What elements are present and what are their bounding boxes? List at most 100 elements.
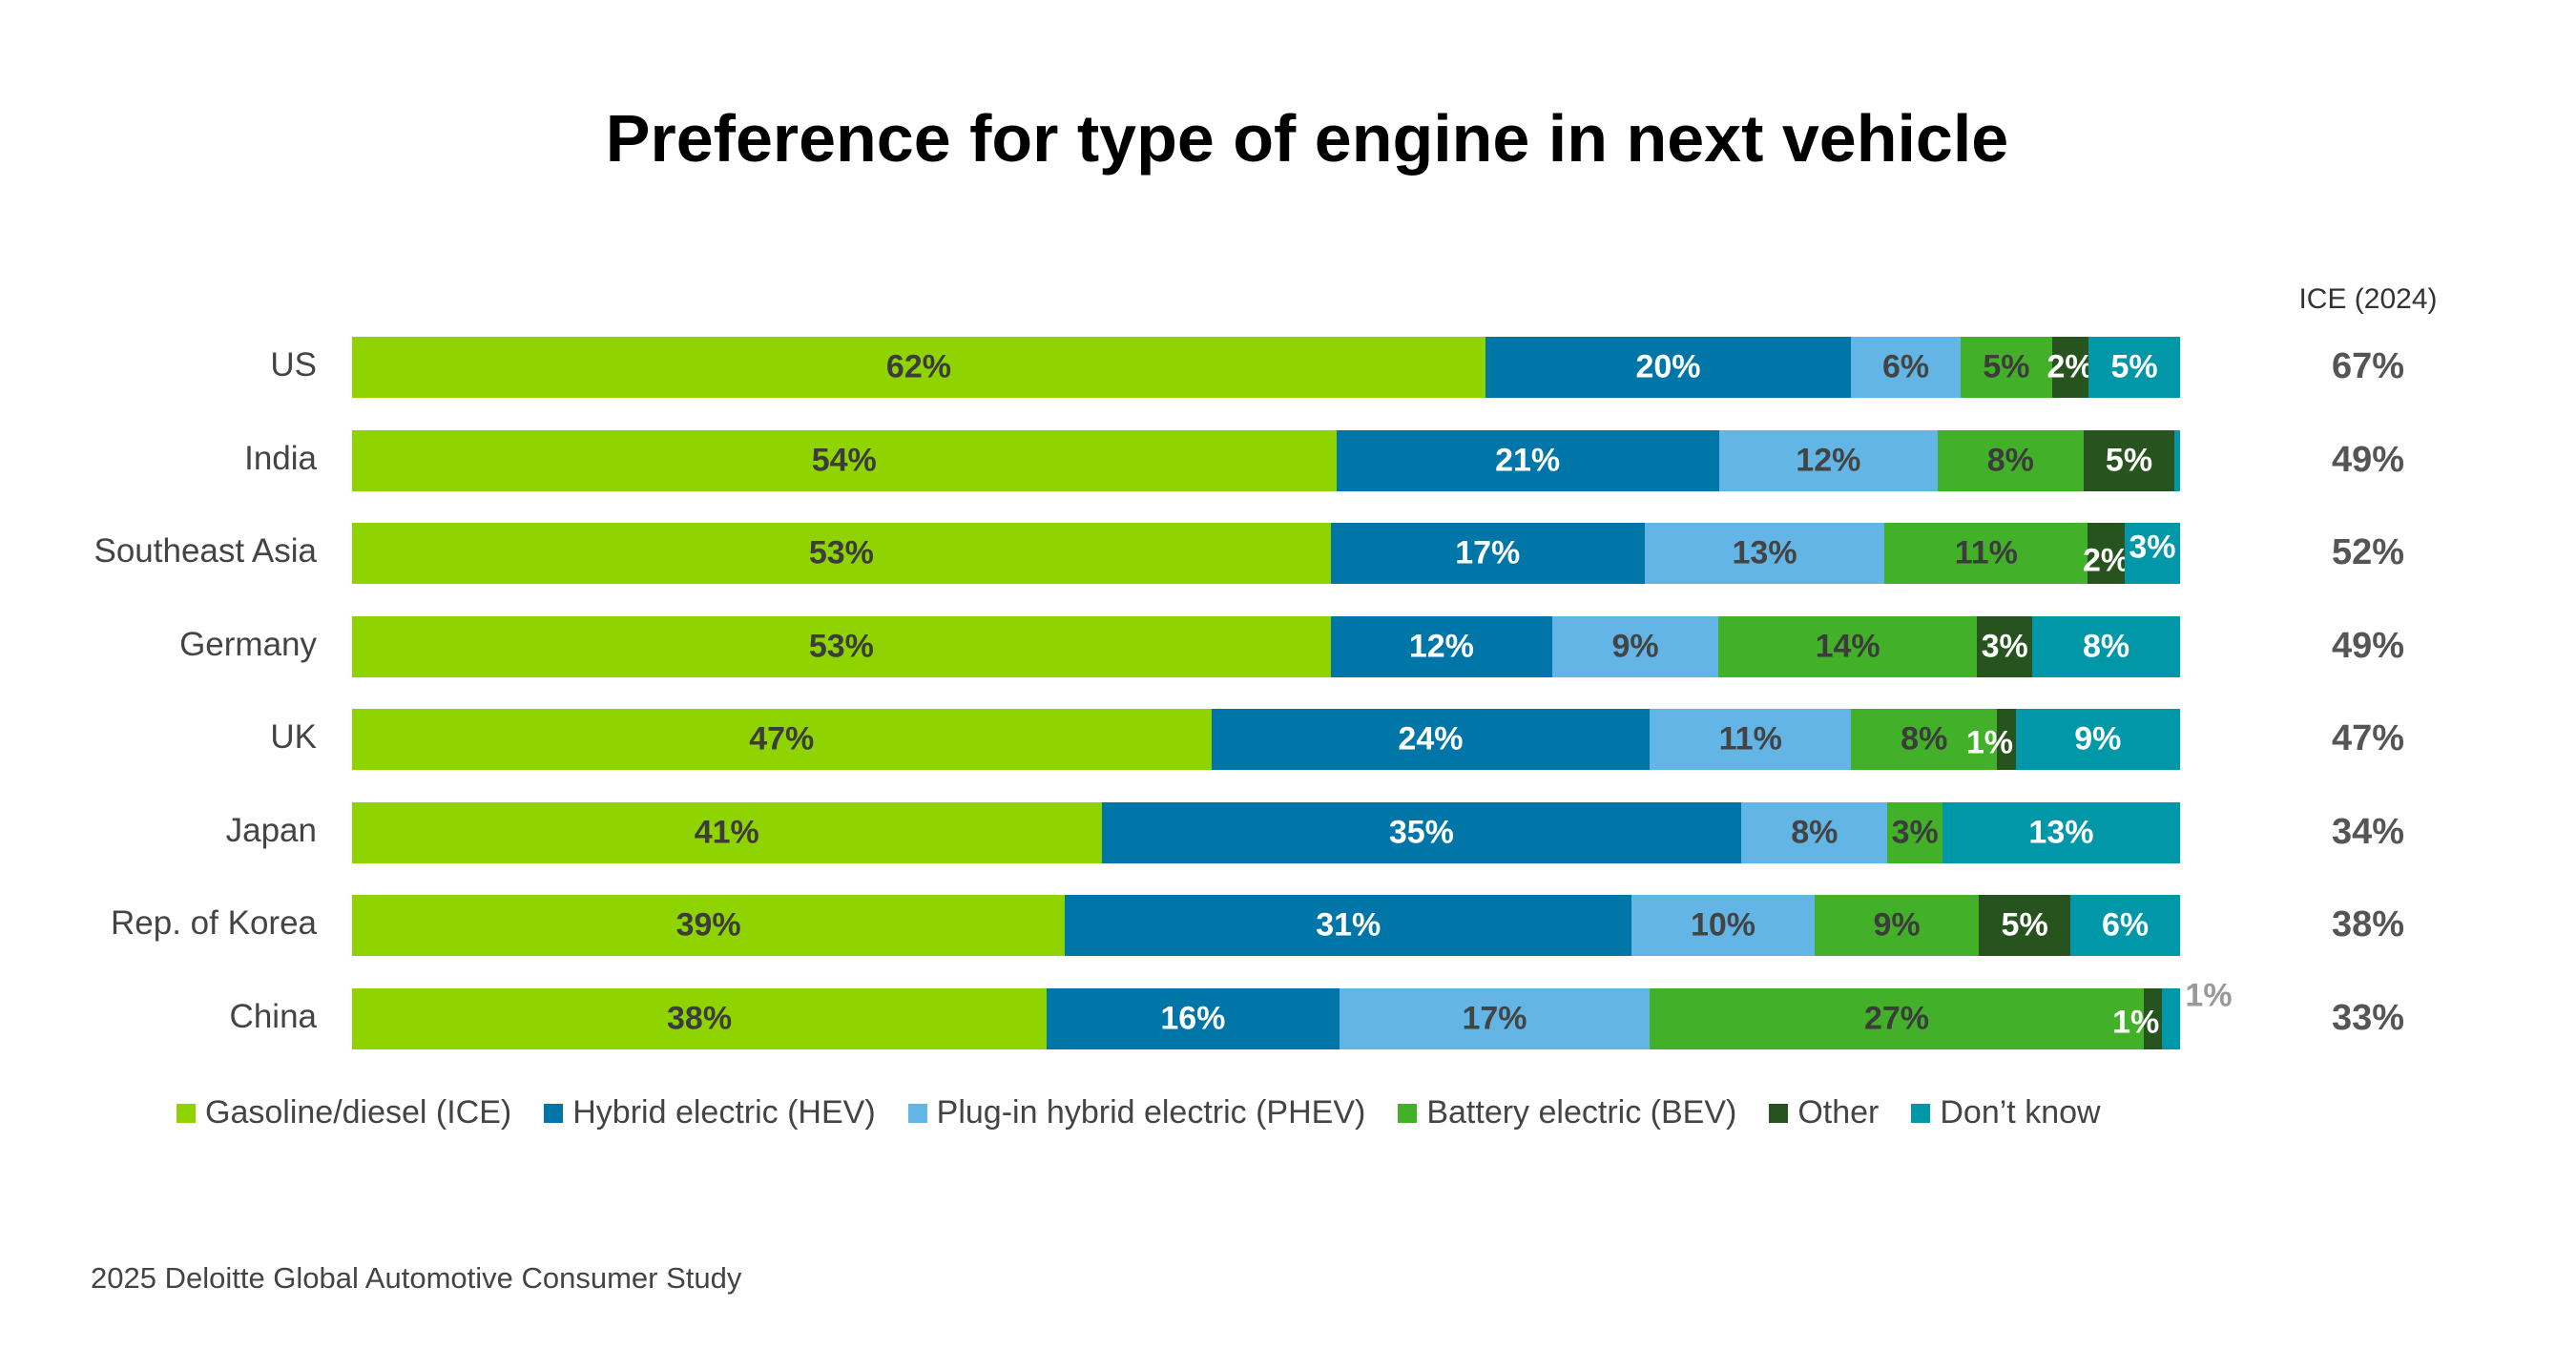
ice-2024-value: 67%	[2331, 346, 2405, 386]
bar-segment	[2143, 987, 2162, 1049]
ice-2024-value: 38%	[2331, 904, 2405, 944]
data-label: 24%	[1398, 720, 1464, 758]
bar-segment	[2070, 895, 2180, 956]
data-label: 5%	[2110, 348, 2158, 385]
bar-segment	[2174, 429, 2180, 491]
data-label: 13%	[1732, 534, 1797, 571]
data-label: 11%	[1954, 534, 2018, 571]
category-label: Rep. of Korea	[111, 904, 317, 942]
bar-segment	[1551, 615, 1719, 677]
bar-segment	[1977, 615, 2033, 677]
bar-segment	[2015, 709, 2180, 770]
stacked-bar: 62% 20% 6% 5% 2% 5%	[352, 337, 2180, 398]
bar-segment	[352, 709, 1212, 770]
stacked-bar: 53% 17% 13% 11% 2% 3%	[352, 523, 2180, 584]
stacked-bar: 47% 24% 11% 8% 1% 9%	[352, 709, 2180, 770]
data-label: 5%	[2001, 906, 2048, 944]
data-label: 12%	[1796, 442, 1861, 478]
bar-segment	[2124, 523, 2180, 584]
legend-item: Other	[1769, 1094, 1879, 1131]
data-label: 6%	[1882, 348, 1930, 385]
legend-label: Hybrid electric (HEV)	[572, 1094, 876, 1131]
stacked-bar: 54% 21% 12% 8% 5%	[352, 429, 2180, 491]
ice-2024-value: 49%	[2331, 625, 2405, 666]
data-label: 3%	[1981, 628, 2028, 664]
data-label: 5%	[2105, 442, 2153, 478]
bar-segment	[1631, 895, 1815, 956]
bar-segment	[1942, 801, 2180, 863]
bar-segment	[1961, 337, 2052, 398]
data-label: 8%	[1986, 442, 2034, 478]
data-label: 3%	[2129, 529, 2176, 566]
bar-segment	[1101, 801, 1742, 863]
legend-swatch	[544, 1103, 564, 1123]
bar-segment	[1330, 615, 1552, 677]
ice-2024-value: 33%	[2331, 997, 2405, 1038]
legend-label: Don’t know	[1940, 1094, 2101, 1131]
data-label: 35%	[1388, 814, 1454, 850]
bar-segment	[2088, 523, 2125, 584]
bar-segment	[1047, 987, 1340, 1049]
legend-item: Gasoline/diesel (ICE)	[177, 1094, 511, 1131]
bar-segment	[1718, 615, 1978, 677]
source-note: 2025 Deloitte Global Automotive Consumer…	[91, 1261, 742, 1295]
bar-segment	[2161, 987, 2180, 1049]
data-label: 14%	[1815, 628, 1880, 664]
legend-label: Other	[1797, 1094, 1880, 1131]
bar-segment	[352, 987, 1048, 1049]
bar-segment	[1887, 801, 1942, 863]
bar-segment	[1650, 987, 2144, 1049]
ice-2024-value: 34%	[2331, 811, 2405, 852]
bar-segment	[1065, 895, 1632, 956]
bar-segment	[1650, 709, 1852, 770]
legend-label: Plug-in hybrid electric (PHEV)	[936, 1094, 1366, 1131]
bar-segment	[352, 615, 1331, 677]
bar-segment	[352, 523, 1331, 584]
data-label: 10%	[1690, 906, 1756, 944]
category-label: Southeast Asia	[93, 532, 318, 570]
bar-segment	[2088, 337, 2180, 398]
data-label: 39%	[675, 906, 741, 944]
data-label: 9%	[1611, 628, 1659, 664]
bar-segment	[1211, 709, 1651, 770]
data-label: 8%	[2083, 628, 2130, 664]
ice-2024-value: 49%	[2331, 439, 2405, 480]
data-label: 27%	[1863, 1000, 1930, 1036]
data-label: 1%	[2185, 977, 2233, 1013]
category-label: US	[270, 346, 317, 384]
bar-segment	[1336, 429, 1719, 491]
bar-segment	[352, 895, 1066, 956]
data-label: 47%	[749, 720, 815, 758]
stacked-bar: 38% 16% 17% 27% 1% 1%	[352, 977, 2233, 1049]
data-label: 3%	[1891, 814, 1939, 850]
category-label: India	[244, 439, 317, 477]
bar-segment	[352, 801, 1102, 863]
category-label: China	[229, 997, 317, 1035]
bar-segment	[352, 337, 1485, 398]
bar-segment	[1937, 429, 2084, 491]
category-label: UK	[270, 718, 317, 756]
data-label: 8%	[1791, 814, 1839, 850]
data-label: 9%	[1873, 906, 1921, 944]
data-label: 1%	[2112, 1004, 2160, 1040]
ice-2024-header: ICE (2024)	[2298, 283, 2438, 315]
category-label: Germany	[179, 625, 317, 663]
legend-swatch	[1769, 1103, 1789, 1123]
data-label: 6%	[2101, 906, 2150, 944]
bar-segment	[1644, 523, 1885, 584]
ice-2024-value: 47%	[2331, 718, 2405, 758]
bar-segment	[1884, 523, 2088, 584]
legend-swatch	[1398, 1103, 1418, 1123]
legend-swatch	[907, 1103, 927, 1123]
legend: Gasoline/diesel (ICE) Hybrid electric (HE…	[177, 1094, 2101, 1131]
legend-item: Plug-in hybrid electric (PHEV)	[907, 1094, 1366, 1131]
data-label: 12%	[1408, 628, 1474, 664]
stacked-bar: 39% 31% 10% 9% 5% 6%	[352, 895, 2180, 956]
bar-segment	[1718, 429, 1938, 491]
bar-segment	[352, 429, 1337, 491]
legend-item: Don’t know	[1911, 1094, 2101, 1131]
data-label: 2%	[2083, 542, 2130, 579]
data-label: 5%	[1983, 348, 2030, 385]
data-label: 62%	[885, 348, 951, 385]
data-label: 21%	[1495, 442, 1561, 478]
